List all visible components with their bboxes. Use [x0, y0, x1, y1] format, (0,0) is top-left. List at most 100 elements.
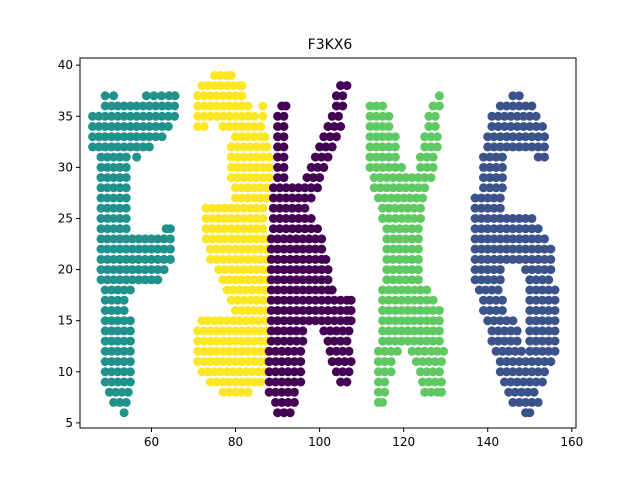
data-point — [147, 244, 156, 254]
data-point — [125, 377, 135, 387]
data-point — [109, 265, 119, 275]
data-point — [121, 173, 131, 183]
data-point — [268, 203, 278, 213]
data-point — [424, 357, 434, 367]
data-point — [525, 306, 535, 315]
data-point — [338, 346, 348, 356]
data-point — [107, 336, 116, 346]
data-point — [218, 275, 228, 285]
data-point — [239, 152, 249, 162]
data-point — [147, 275, 156, 285]
data-point — [331, 101, 341, 111]
data-point — [104, 387, 114, 397]
data-point — [500, 122, 509, 131]
data-point — [502, 214, 512, 223]
data-point — [413, 346, 423, 356]
data-point — [413, 224, 423, 234]
data-point — [287, 224, 297, 234]
data-point — [224, 101, 234, 111]
data-point — [205, 91, 215, 101]
data-point — [258, 295, 268, 305]
data-point — [521, 397, 531, 407]
data-point — [109, 152, 119, 162]
data-point — [115, 254, 125, 264]
data-point — [266, 275, 276, 285]
data-point — [380, 193, 390, 203]
data-point — [277, 357, 287, 367]
data-point — [336, 81, 346, 91]
data-point — [258, 224, 268, 234]
data-point — [277, 367, 287, 377]
data-point — [121, 193, 131, 203]
data-point — [373, 357, 383, 367]
data-point — [141, 91, 151, 101]
data-point — [102, 214, 112, 223]
data-point — [279, 295, 289, 305]
data-point — [540, 244, 549, 254]
data-point — [537, 326, 547, 336]
data-point — [249, 132, 259, 142]
data-point — [300, 183, 310, 193]
data-point — [132, 111, 142, 121]
data-point — [491, 173, 501, 183]
data-point — [525, 346, 535, 356]
data-point — [218, 91, 228, 101]
data-point — [525, 326, 535, 336]
data-point — [203, 367, 213, 377]
data-point — [317, 234, 327, 244]
data-point — [231, 377, 240, 387]
data-point — [113, 326, 123, 336]
data-point — [115, 183, 125, 193]
data-point — [239, 173, 249, 183]
data-point — [323, 275, 333, 285]
data-point — [153, 254, 163, 264]
data-point — [416, 316, 425, 326]
data-point — [237, 101, 247, 111]
data-point — [273, 254, 283, 264]
data-point — [273, 275, 283, 285]
y-tick-label: 30 — [58, 160, 73, 174]
data-point — [243, 122, 253, 131]
data-point — [476, 275, 486, 285]
data-point — [231, 193, 240, 203]
data-point — [243, 132, 253, 142]
data-point — [125, 336, 135, 346]
data-point — [384, 316, 394, 326]
data-point — [546, 357, 556, 367]
data-point — [239, 142, 249, 152]
data-point — [224, 254, 234, 264]
data-point — [527, 101, 537, 111]
data-point — [317, 316, 327, 326]
data-point — [237, 306, 247, 315]
data-point — [550, 346, 560, 356]
data-point — [428, 336, 438, 346]
data-point — [212, 326, 222, 336]
data-point — [216, 81, 226, 91]
data-point — [163, 111, 173, 121]
data-point — [310, 316, 320, 326]
data-point — [279, 132, 289, 142]
data-point — [100, 346, 110, 356]
data-point — [205, 101, 215, 111]
series-3 — [365, 91, 449, 407]
data-point — [258, 173, 268, 183]
data-point — [271, 357, 280, 367]
data-point — [342, 81, 352, 91]
data-point — [504, 346, 514, 356]
data-point — [481, 285, 491, 295]
data-point — [489, 224, 499, 234]
data-point — [115, 224, 125, 234]
data-point — [537, 316, 547, 326]
data-point — [365, 122, 375, 131]
data-point — [245, 214, 255, 223]
data-point — [239, 224, 249, 234]
data-point — [502, 142, 512, 152]
data-point — [470, 203, 480, 213]
data-point — [210, 316, 219, 326]
data-point — [212, 377, 222, 387]
data-point — [550, 285, 560, 295]
data-point — [525, 111, 535, 121]
data-point — [281, 214, 291, 223]
data-point — [390, 132, 400, 142]
data-point — [279, 408, 289, 418]
